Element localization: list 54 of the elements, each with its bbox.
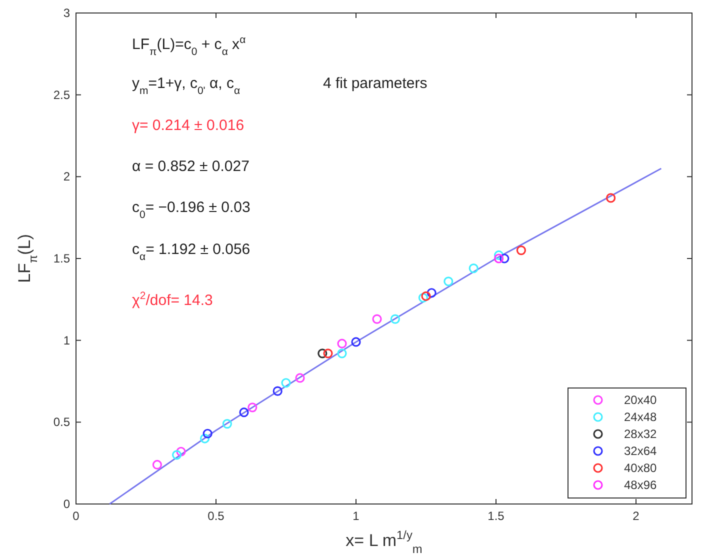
point <box>239 408 249 418</box>
point <box>202 428 212 438</box>
point <box>418 292 428 303</box>
point <box>337 348 347 358</box>
x-tick-label: 1.5 <box>488 509 505 523</box>
point <box>421 291 431 301</box>
y-tick-label: 3 <box>63 6 70 20</box>
annotation: LF$_{π}$(L)=c$_{0}$ + c$_{α}$ x$^{α}$ <box>132 34 246 58</box>
y-tick-label: 2.5 <box>53 88 70 102</box>
point <box>200 434 210 444</box>
legend-label: 20x40 <box>624 393 658 407</box>
annotation: c$_{α}$= 1.192 ± 0.056 <box>132 241 250 263</box>
point <box>337 338 347 348</box>
point <box>351 337 361 347</box>
annotation: 4 fit parameters <box>323 75 428 92</box>
point <box>372 314 382 324</box>
annotation: α = 0.852 ± 0.027 <box>132 158 250 175</box>
point <box>152 460 162 470</box>
point <box>295 373 305 383</box>
annotation: χ$^{2}$/dof= 14.3 <box>132 290 213 309</box>
point <box>494 254 504 264</box>
legend-label: 40x80 <box>624 461 658 475</box>
y-tick-label: 1.5 <box>53 252 70 266</box>
y-tick-label: 1 <box>63 333 70 348</box>
x-tick-label: 2 <box>632 509 640 523</box>
legend-label: 32x64 <box>624 444 658 458</box>
point <box>516 246 526 256</box>
x-tick-label: 0 <box>72 509 80 523</box>
legend-label: 48x96 <box>624 478 658 492</box>
annotation: y$_{m}$=1+γ, c$_{0'}$ α, c$_{α}$ <box>132 75 240 97</box>
annotation: c$_{0}$= −0.196 ± 0.03 <box>132 199 250 221</box>
point <box>272 386 282 396</box>
point <box>468 264 478 274</box>
point <box>248 402 258 412</box>
y-tick-label: 2 <box>63 170 70 184</box>
point <box>172 450 182 460</box>
y-tick-label: 0 <box>63 497 70 511</box>
legend-label: 28x32 <box>624 427 658 441</box>
point <box>281 378 291 388</box>
point <box>606 193 616 203</box>
y-tick-label: 0.5 <box>53 415 70 430</box>
legend-label: 24x48 <box>624 410 658 424</box>
point <box>500 254 510 264</box>
point <box>318 348 328 358</box>
point <box>323 348 333 358</box>
x-tick-label: 1 <box>352 509 360 523</box>
x-tick-label: 0.5 <box>208 509 225 523</box>
point <box>222 419 232 429</box>
point <box>176 446 186 456</box>
point <box>426 288 436 298</box>
annotation: γ= 0.214 ± 0.016 <box>132 117 244 134</box>
point <box>494 250 504 260</box>
point <box>444 276 454 286</box>
point <box>390 314 400 324</box>
